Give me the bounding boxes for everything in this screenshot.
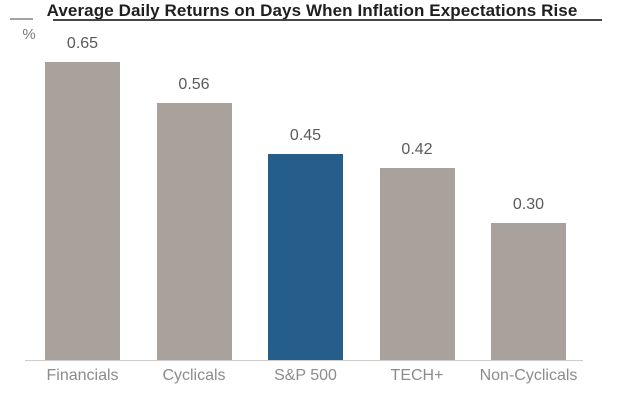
bar-non-cyclicals — [491, 223, 566, 361]
bar-tech — [379, 168, 455, 361]
bar-value-label-cyclicals: 0.56 — [178, 76, 210, 93]
bar-financials — [45, 62, 120, 361]
bar-value-label-financials: 0.65 — [66, 35, 99, 52]
chart-title: Average Daily Returns on Days When Infla… — [46, 1, 578, 20]
bar-value-label-tech: 0.42 — [401, 141, 433, 158]
x-axis-label-non-cyclicals: Non-Cyclicals — [479, 367, 578, 384]
y-axis-unit-label: % — [22, 26, 36, 43]
x-axis-label-s-p-500: S&P 500 — [274, 367, 337, 384]
bar-value-label-s-p-500: 0.45 — [289, 127, 322, 144]
bar-value-label-non-cyclicals: 0.30 — [512, 196, 545, 213]
x-axis-line — [25, 360, 583, 361]
title-underline — [53, 19, 602, 21]
bar-cyclicals — [156, 103, 232, 361]
x-axis-label-tech: TECH+ — [390, 367, 444, 384]
x-axis-label-financials: Financials — [46, 367, 119, 384]
header-left-rule — [10, 18, 33, 20]
bar-s-p-500 — [268, 154, 343, 361]
x-axis-label-cyclicals: Cyclicals — [162, 367, 226, 384]
